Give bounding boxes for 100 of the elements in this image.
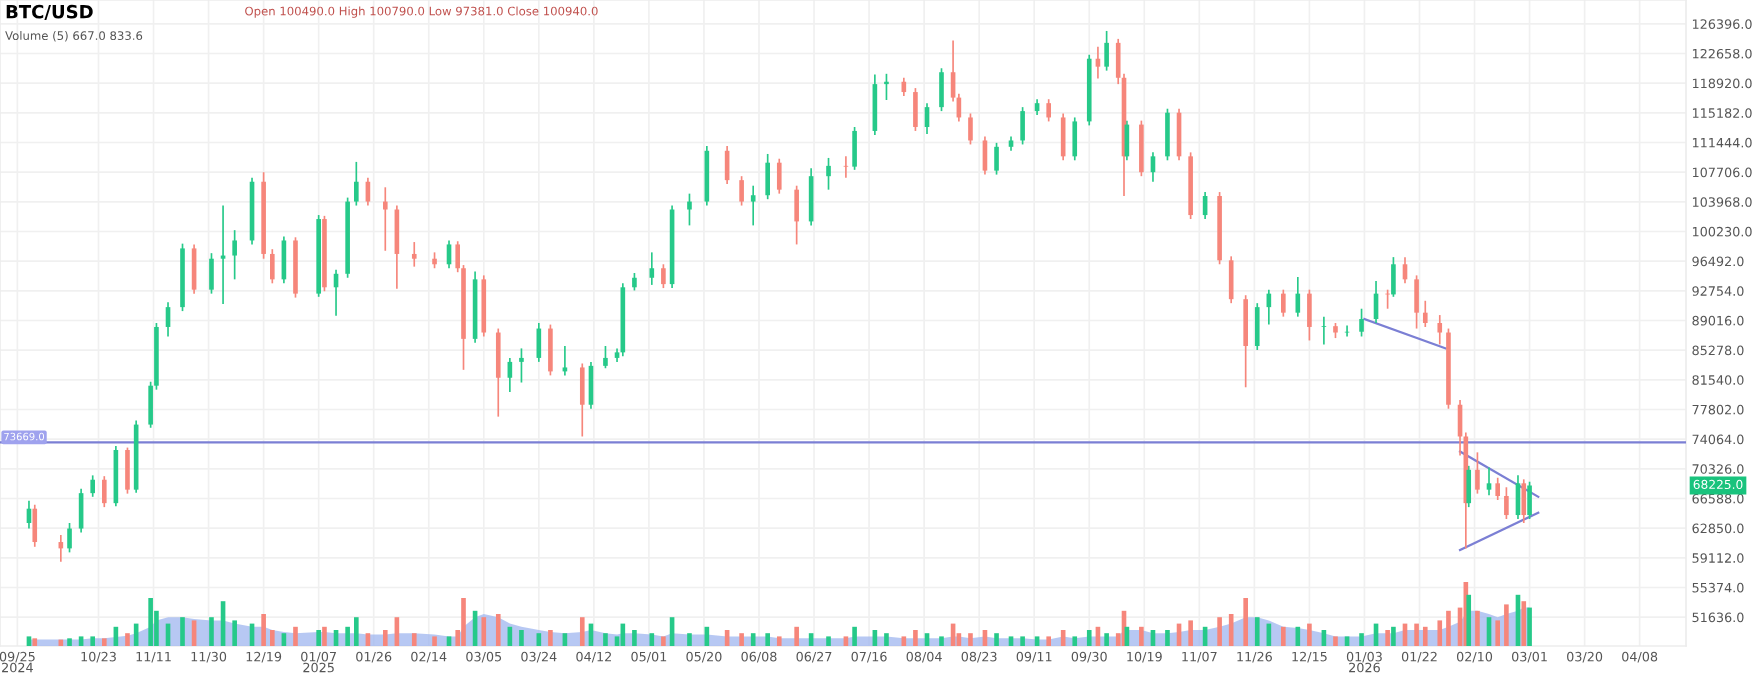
bar — [101, 638, 107, 646]
bar — [1385, 630, 1390, 646]
candlestick — [750, 184, 756, 227]
bar — [209, 617, 214, 646]
bar — [1008, 636, 1014, 646]
bar — [1228, 614, 1234, 646]
candlestick — [90, 474, 96, 498]
bar — [1504, 604, 1509, 646]
candlestick — [354, 161, 359, 207]
bar — [232, 620, 237, 646]
candlestick — [1046, 98, 1051, 123]
candlestick — [939, 67, 944, 112]
candlestick — [968, 112, 973, 146]
candlestick — [101, 475, 107, 508]
candlestick — [1521, 478, 1527, 524]
candlestick — [1527, 480, 1532, 520]
bar — [1034, 636, 1040, 646]
candlestick — [209, 252, 214, 295]
candlestick — [1020, 106, 1025, 146]
bar — [852, 626, 857, 646]
candlestick — [687, 192, 692, 227]
bar — [687, 633, 692, 646]
candlestick — [1475, 451, 1480, 495]
candlestick — [884, 72, 889, 101]
bar — [765, 633, 770, 646]
candlestick — [269, 248, 275, 285]
candlestick — [1321, 315, 1327, 346]
bar — [1527, 607, 1532, 646]
bar — [1217, 617, 1222, 646]
bar — [884, 633, 889, 646]
candlestick — [579, 362, 585, 438]
bar — [1495, 620, 1501, 646]
candlestick — [765, 153, 770, 201]
bar — [432, 636, 437, 646]
bar — [1243, 598, 1248, 646]
bar — [354, 617, 359, 646]
bar — [579, 617, 585, 646]
bar — [316, 630, 321, 646]
candlestick — [1228, 255, 1234, 304]
bar — [901, 636, 907, 646]
bar — [776, 636, 782, 646]
bar — [382, 630, 388, 646]
candlestick — [776, 157, 782, 195]
bar — [632, 630, 637, 646]
candlestick — [794, 184, 799, 246]
bar — [994, 633, 999, 646]
bar — [32, 638, 38, 646]
candlestick — [1414, 274, 1419, 330]
bar — [1165, 630, 1170, 646]
bar — [548, 630, 553, 646]
bar — [411, 633, 417, 646]
bar — [1020, 636, 1025, 646]
bar — [1139, 626, 1144, 646]
candlestick — [1359, 307, 1364, 338]
candlestick — [232, 229, 237, 281]
bar — [1446, 610, 1451, 646]
bar — [148, 598, 153, 646]
bar — [913, 630, 918, 646]
bar — [1046, 636, 1051, 646]
bar — [750, 633, 756, 646]
bar — [1391, 626, 1396, 646]
bar — [939, 636, 944, 646]
candlestick — [1486, 466, 1492, 497]
bar — [345, 626, 350, 646]
candlestick — [649, 251, 655, 286]
candlestick — [1104, 30, 1109, 72]
bar — [461, 598, 466, 646]
candlestick — [1307, 288, 1312, 342]
candlestick — [1466, 465, 1472, 508]
bar — [603, 633, 608, 646]
bar — [1307, 623, 1312, 646]
bar — [67, 638, 72, 646]
bar — [826, 636, 831, 646]
candlestick — [1344, 324, 1350, 338]
candlestick — [1072, 116, 1078, 162]
candlestick — [1139, 119, 1144, 178]
candlestick — [32, 503, 38, 548]
candlestick — [826, 157, 831, 191]
candlestick — [1504, 486, 1509, 520]
bar — [1422, 626, 1428, 646]
candlestick — [548, 323, 553, 377]
candlestick — [1254, 302, 1260, 351]
candlestick — [994, 142, 999, 176]
bar — [739, 633, 744, 646]
candlestick — [603, 345, 608, 370]
bar — [90, 636, 96, 646]
bar — [968, 633, 973, 646]
candlestick — [411, 241, 417, 268]
bar — [261, 614, 266, 646]
candlestick — [67, 522, 72, 554]
bar — [1437, 620, 1443, 646]
bar — [649, 633, 655, 646]
bar — [843, 636, 849, 646]
candlestick — [739, 175, 744, 207]
bar — [519, 630, 524, 646]
candlestick — [1295, 276, 1301, 318]
candlestick — [1437, 314, 1443, 346]
bar — [78, 636, 84, 646]
bar — [1072, 636, 1078, 646]
bar — [125, 633, 130, 646]
